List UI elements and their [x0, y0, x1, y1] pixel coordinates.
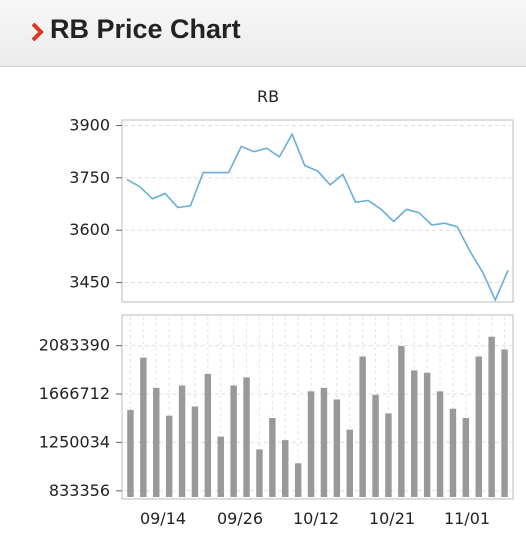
price-tick-label: 3900: [69, 115, 110, 134]
volume-bar: [294, 463, 302, 497]
price-chart: RB 3900 3750 3600 3450 2083390 1666712 125003…: [39, 87, 514, 528]
volume-bar: [282, 440, 289, 497]
volume-bar: [256, 449, 263, 497]
price-tick-label: 3600: [69, 220, 110, 239]
volume-bar: [385, 413, 392, 497]
price-plot-frame: [121, 119, 514, 303]
page-title: RB Price Chart: [50, 14, 241, 44]
chart-title: RB: [257, 87, 279, 106]
x-tick-label: 11/01: [444, 509, 490, 528]
chevron-right-icon: [31, 22, 44, 42]
price-tick-label: 3450: [69, 273, 110, 292]
volume-bar: [333, 399, 341, 497]
volume-bar: [307, 391, 315, 497]
volume-bar: [436, 391, 444, 497]
volume-bar: [411, 370, 418, 497]
panel-header: RB Price Chart: [0, 0, 526, 67]
volume-bar: [423, 372, 431, 497]
volume-bar: [230, 385, 237, 497]
x-tick-label: 10/12: [293, 509, 339, 528]
x-tick-label: 09/26: [217, 509, 263, 528]
volume-bar: [372, 394, 379, 497]
price-series-line: [126, 132, 509, 302]
volume-bar: [153, 387, 160, 497]
volume-bar: [449, 408, 457, 497]
volume-tick-label: 1250034: [39, 432, 110, 451]
volume-bar: [398, 346, 405, 497]
volume-bar: [269, 418, 276, 497]
volume-tick-label: 1666712: [39, 384, 110, 403]
volume-bar: [127, 409, 134, 497]
x-tick-label: 10/21: [369, 509, 415, 528]
price-tick-label: 3750: [69, 168, 110, 187]
volume-bar: [217, 436, 224, 497]
volume-bar: [178, 385, 186, 497]
volume-bar: [191, 406, 199, 497]
volume-bar: [140, 357, 147, 497]
volume-bar: [488, 336, 495, 497]
x-tick-label: 09/14: [140, 509, 186, 528]
volume-bar: [359, 356, 366, 497]
volume-tick-label: 2083390: [39, 336, 110, 355]
volume-bar: [346, 429, 353, 497]
volume-bar: [204, 373, 212, 497]
volume-bar: [462, 418, 470, 497]
volume-bar: [475, 356, 482, 497]
volume-bar: [320, 387, 328, 497]
volume-bar: [165, 415, 173, 497]
volume-tick-label: 833356: [49, 481, 110, 500]
volume-bar: [243, 377, 250, 497]
volume-bar: [501, 349, 508, 497]
